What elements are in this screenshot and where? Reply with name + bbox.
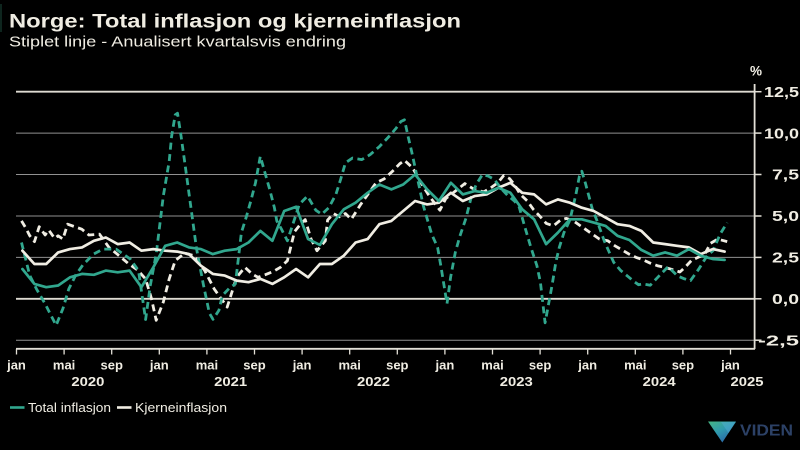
svg-text:%: %: [750, 64, 762, 79]
svg-text:mai: mai: [624, 358, 646, 373]
svg-text:2022: 2022: [357, 374, 390, 389]
svg-text:Norge: Total inflasjon og kjer: Norge: Total inflasjon og kjerneinflasjo…: [9, 11, 461, 33]
svg-text:10,0: 10,0: [764, 125, 799, 142]
svg-text:mai: mai: [196, 358, 218, 373]
svg-text:Total inflasjon: Total inflasjon: [28, 400, 111, 415]
svg-text:sep: sep: [386, 358, 408, 373]
svg-text:mai: mai: [338, 358, 360, 373]
svg-text:0,0: 0,0: [772, 291, 799, 308]
svg-text:2,5: 2,5: [772, 250, 799, 267]
svg-text:-2,5: -2,5: [758, 332, 799, 349]
svg-text:jan: jan: [149, 358, 169, 373]
svg-text:jan: jan: [435, 358, 455, 373]
svg-text:Stiplet linje - Anualisert kva: Stiplet linje - Anualisert kvartalsvis e…: [9, 35, 346, 51]
svg-text:mai: mai: [53, 358, 75, 373]
svg-text:12,5: 12,5: [764, 84, 799, 101]
svg-text:7,5: 7,5: [772, 167, 799, 184]
svg-text:2023: 2023: [500, 374, 533, 389]
svg-text:Kjerneinflasjon: Kjerneinflasjon: [135, 400, 227, 415]
svg-text:sep: sep: [672, 358, 694, 373]
svg-text:2020: 2020: [71, 374, 104, 389]
svg-text:VIDEN: VIDEN: [740, 423, 793, 440]
svg-text:jan: jan: [6, 358, 26, 373]
svg-text:2025: 2025: [731, 374, 764, 389]
svg-text:jan: jan: [720, 358, 740, 373]
svg-text:5,0: 5,0: [772, 208, 799, 225]
svg-text:sep: sep: [243, 358, 265, 373]
svg-text:mai: mai: [481, 358, 503, 373]
svg-text:jan: jan: [577, 358, 597, 373]
svg-text:jan: jan: [292, 358, 312, 373]
svg-text:sep: sep: [100, 358, 122, 373]
svg-text:sep: sep: [529, 358, 551, 373]
svg-text:2024: 2024: [643, 374, 677, 389]
svg-text:2021: 2021: [214, 374, 247, 389]
